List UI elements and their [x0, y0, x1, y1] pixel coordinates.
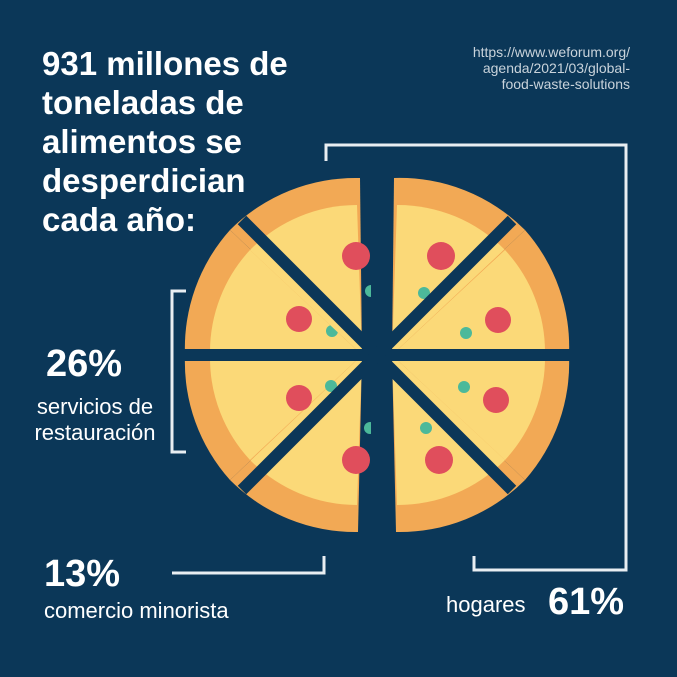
source-url: https://www.weforum.org/ agenda/2021/03/… — [400, 44, 630, 92]
slice-gaps — [175, 170, 580, 545]
headline-line: toneladas de — [42, 84, 244, 121]
hogares-label: hogares — [446, 592, 526, 617]
source-line: food-waste-solutions — [501, 76, 630, 92]
restauracion-label-line: restauración — [34, 420, 156, 445]
source-line: agenda/2021/03/global- — [482, 60, 630, 76]
restauracion-label: servicios de restauración — [24, 394, 166, 446]
source-line: https://www.weforum.org/ — [472, 44, 630, 60]
minorista-label: comercio minorista — [44, 598, 229, 623]
minorista-bracket — [172, 556, 326, 575]
minorista-percent: 13% — [44, 553, 121, 595]
restauracion-label-line: servicios de — [36, 394, 154, 419]
headline-line: cada año: — [42, 201, 197, 238]
pizza-slice-2 — [392, 230, 570, 355]
pizza-slice-7 — [184, 230, 362, 355]
headline: 931 millones de toneladas de alimentos s… — [42, 44, 332, 239]
pizza-slice-6 — [184, 355, 362, 480]
hogares-bracket — [324, 143, 628, 572]
headline-line: 931 millones de — [42, 45, 288, 82]
headline-line: desperdician — [42, 162, 246, 199]
headline-line: alimentos se — [42, 123, 242, 160]
restauracion-bracket — [170, 289, 186, 454]
pizza-slice-3 — [392, 355, 570, 480]
restauracion-percent: 26% — [46, 343, 123, 385]
hogares-percent: 61% — [548, 581, 625, 623]
